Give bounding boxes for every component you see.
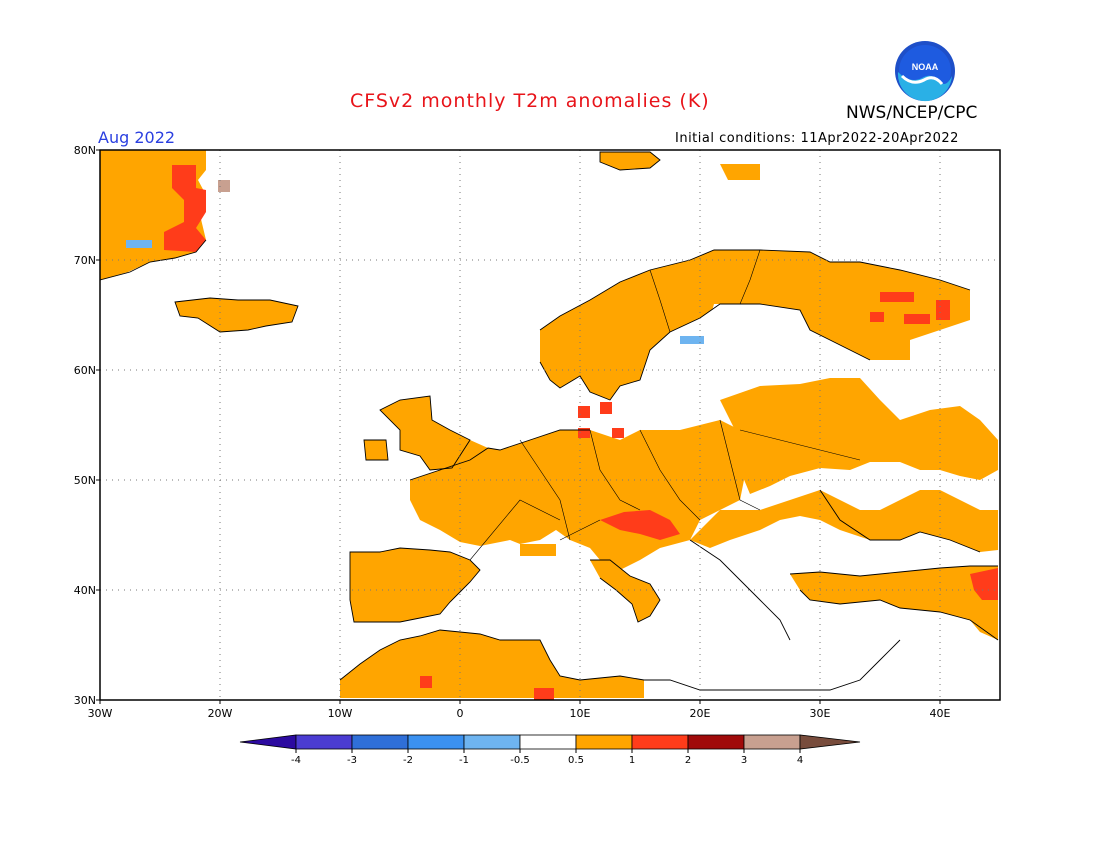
lon-tick-label: 30E [810,707,831,720]
legend-label: 3 [741,755,747,766]
region-finland-white [706,304,800,352]
region-kola-peninsula [870,292,950,324]
region-turkey [790,566,998,640]
region-italy [590,560,660,622]
region-north-africa [340,630,644,698]
chart-title: CFSv2 monthly T2m anomalies (K) [350,90,710,112]
region-eastern-europe [720,378,998,494]
region-alps-adriatic [600,510,680,540]
region-greenland-southeast-cool [126,240,152,248]
lon-tick-label: 10W [328,707,353,720]
lat-tick-label: 60N [74,364,96,377]
legend-swatch [463,734,521,750]
legend-swatch [295,734,353,750]
region-gulf-of-bothnia-cool [680,336,704,344]
legend-swatch [743,734,801,750]
legend-swatch [631,734,689,750]
map-frame [99,149,1001,701]
agency-label: NWS/NCEP/CPC [846,103,978,123]
lat-tick-label: 80N [74,144,96,157]
country-borders [469,249,861,561]
region-greenland-east-coast [164,165,206,252]
legend-arrow-high [799,734,861,750]
legend-swatch [687,734,745,750]
region-tunisia-red [534,688,554,700]
logo-text: NOAA [912,62,939,72]
region-middle-east [970,568,998,600]
lon-tick-label: 20E [690,707,711,720]
region-arctic-islands [720,164,760,180]
lat-tick-label: 50N [74,474,96,487]
legend-label: -4 [291,755,301,766]
axis-ticks: 30W 20W 10W 0 10E 20E 30E 40E 30N 40N 50N 60N 70N 80N [74,144,951,720]
legend-arrow-low [239,734,297,750]
legend-swatch [407,734,465,750]
legend-label: -1 [459,755,469,766]
lat-tick-label: 30N [74,694,96,707]
lat-tick-label: 70N [74,254,96,267]
region-balearic [520,544,556,556]
forecast-month: Aug 2022 [98,128,176,147]
initial-conditions: Initial conditions: 11Apr2022-20Apr2022 [675,131,959,146]
region-scandinavia [540,250,970,400]
lon-tick-label: 40E [930,707,951,720]
region-ireland [364,440,388,460]
region-southern-baltic [578,402,624,438]
region-iberia [350,548,480,622]
legend-swatch [351,734,409,750]
legend-swatch [519,734,577,750]
region-morocco-red [420,676,432,688]
region-uk [380,396,488,470]
legend-label: 4 [797,755,803,766]
legend-label: -3 [347,755,357,766]
region-iceland [175,298,298,332]
noaa-logo-icon: NOAA [895,41,955,102]
legend-label: 0.5 [568,755,584,766]
region-balkans [690,490,998,552]
lat-tick-label: 40N [74,584,96,597]
legend-swatch [575,734,633,750]
lon-tick-label: 0 [457,707,464,720]
legend-label: -2 [403,755,413,766]
legend-label: 2 [685,755,691,766]
lon-tick-label: 30W [88,707,113,720]
lon-tick-label: 10E [570,707,591,720]
region-greenland-north-brown [218,180,230,192]
coastlines [100,151,999,691]
lon-tick-label: 20W [208,707,233,720]
anomaly-fills [100,150,998,700]
legend-label: 1 [629,755,635,766]
legend-label: -0.5 [510,755,530,766]
region-svalbard [600,152,660,170]
